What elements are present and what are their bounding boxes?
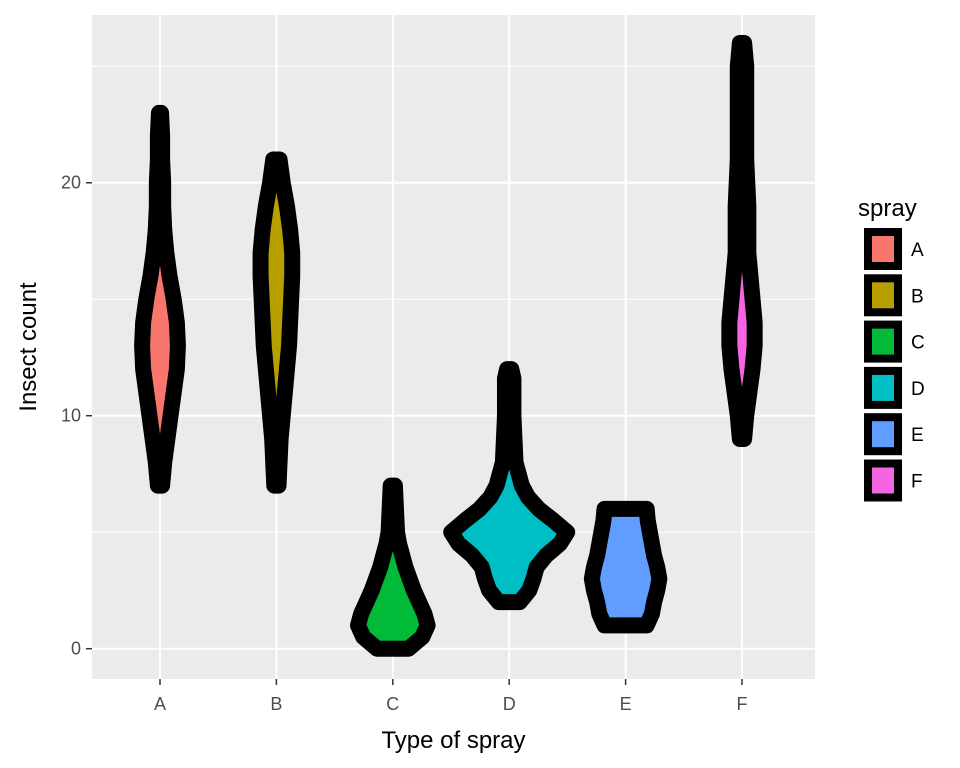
- legend-key-F: [864, 459, 902, 502]
- legend-key-C: [864, 320, 902, 363]
- legend-title: spray: [858, 195, 917, 222]
- legend-key-E: [864, 413, 902, 456]
- legend-key-B: [864, 274, 902, 317]
- legend-label-B: B: [911, 286, 924, 307]
- legend-key-D: [864, 366, 902, 409]
- legend: spray A B C D E F: [858, 195, 925, 502]
- x-tick-label: C: [386, 694, 399, 714]
- violin-D: [443, 361, 576, 611]
- x-tick-label: E: [620, 694, 632, 714]
- x-tick-label: F: [737, 694, 748, 714]
- x-tick-label: D: [503, 694, 516, 714]
- legend-label-C: C: [911, 333, 925, 354]
- x-tick-label: A: [154, 694, 166, 714]
- y-tick-label: 0: [71, 639, 81, 659]
- violin-layer: [134, 34, 763, 657]
- x-tick-label: B: [270, 694, 282, 714]
- legend-key-A: [864, 228, 902, 270]
- axes: 0 10 20 A B C D E F: [61, 173, 748, 714]
- legend-label-A: A: [911, 240, 924, 261]
- plot-panel: [92, 15, 815, 679]
- legend-label-F: F: [911, 472, 923, 493]
- y-axis-title: Insect count: [15, 282, 42, 412]
- y-tick-label: 20: [61, 173, 81, 193]
- legend-label-E: E: [911, 425, 924, 446]
- violin-A: [134, 104, 186, 494]
- x-axis-title: Type of spray: [381, 727, 525, 754]
- violin-B: [252, 151, 301, 494]
- y-tick-label: 10: [61, 406, 81, 426]
- violin-C: [350, 477, 436, 657]
- violin-F: [721, 34, 763, 448]
- violin-E: [583, 500, 668, 634]
- legend-label-D: D: [911, 379, 925, 400]
